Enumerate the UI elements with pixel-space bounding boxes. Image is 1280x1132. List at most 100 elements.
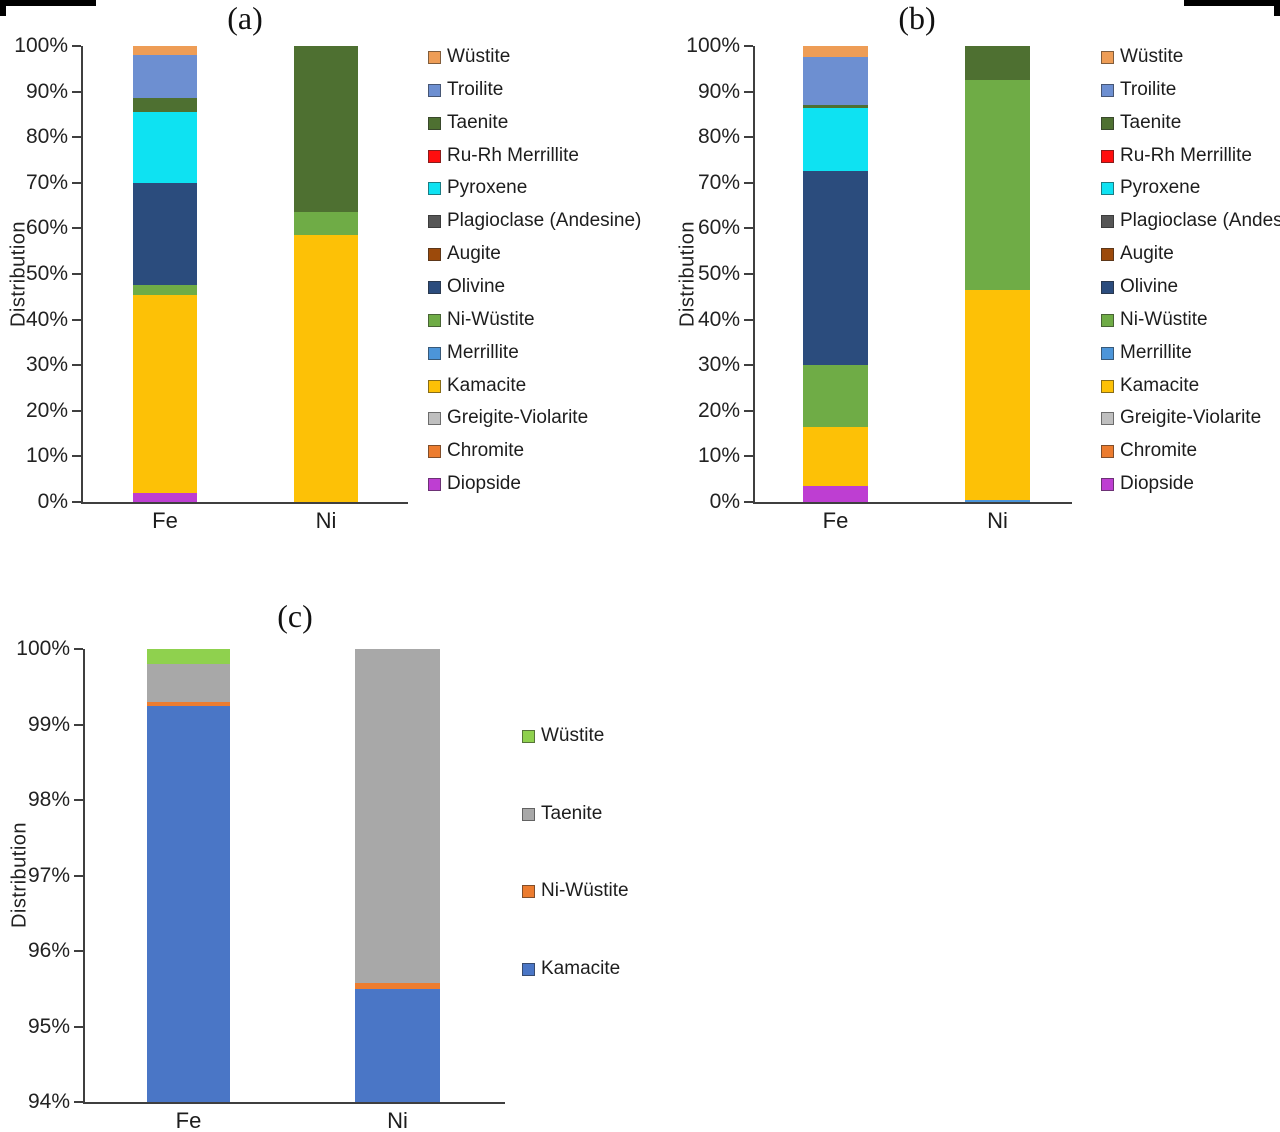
chart-c-legend-label-ni-wustite: Ni-Wüstite [541, 880, 629, 901]
chart-b-legend-label-merrillite: Merrillite [1120, 341, 1192, 363]
chart-b-y-tick-label-50: 50% [697, 262, 740, 285]
chart-b-legend-swatch-plagioclase-andesine [1101, 215, 1114, 229]
chart-a-legend-label-ni-wustite: Ni-Wüstite [447, 308, 535, 330]
chart-b-y-tick-label-30: 30% [697, 353, 740, 377]
chart-b-y-tick-mark-30 [744, 364, 753, 367]
chart-b-legend-label-augite: Augite [1120, 243, 1174, 265]
chart-b-legend-label-ni-wustite: Ni-Wüstite [1120, 308, 1208, 330]
chart-a-legend-label-chromite: Chromite [447, 440, 525, 462]
chart-a-legend-swatch-wustite [428, 51, 441, 64]
chart-a-y-tick-mark-70 [72, 181, 81, 184]
chart-a-y-tick-mark-10 [72, 455, 81, 458]
chart-a-legend-swatch-kamacite [428, 379, 441, 393]
chart-b-fe-segment-diopside [803, 486, 868, 502]
chart-b-legend-label-diopside: Diopside [1120, 473, 1194, 495]
chart-a-y-tick-mark-100 [72, 45, 81, 47]
chart-a-legend-label-plagioclase-andesine: Plagioclase (Andesine) [447, 210, 642, 232]
chart-a-legend-label-merrillite: Merrillite [447, 341, 519, 363]
chart-c-legend-swatch-taenite [522, 807, 535, 821]
chart-b-legend-swatch-troilite [1101, 83, 1114, 97]
chart-c-x-category-label-ni: Ni [387, 1108, 408, 1132]
chart-b-y-tick-mark-70 [744, 181, 753, 184]
chart-a-legend-swatch-augite [428, 248, 441, 262]
chart-a-legend-label-troilite: Troilite [447, 78, 504, 100]
chart-a-legend-swatch-ni-wustite [428, 313, 441, 327]
chart-b-legend-swatch-diopside [1101, 478, 1114, 492]
chart-b-legend-label-wustite: Wüstite [1120, 46, 1184, 67]
chart-c-legend-swatch-ni-wustite [522, 885, 535, 898]
photo-artifact-top-left-h [0, 0, 96, 6]
chart-b-legend-swatch-wustite [1101, 51, 1114, 64]
chart-c-y-tick-mark-100 [74, 648, 83, 650]
chart-a-y-tick-label-50: 50% [25, 262, 68, 285]
chart-a-y-axis-line [81, 46, 83, 504]
chart-b-bar-ni [965, 46, 1030, 502]
chart-a-title: (a) [227, 0, 263, 36]
chart-a-legend-label-augite: Augite [447, 243, 501, 265]
chart-a-legend-label-taenite: Taenite [447, 111, 509, 133]
chart-b-ni-segment-kamacite [965, 289, 1030, 500]
chart-c-y-tick-mark-99 [74, 723, 83, 726]
chart-c-bar-ni [355, 649, 440, 1102]
chart-b-legend-label-chromite: Chromite [1120, 440, 1198, 462]
chart-a-y-tick-label-20: 20% [25, 398, 68, 422]
chart-c-y-tick-mark-95 [74, 1025, 83, 1028]
chart-c-y-axis-line [83, 649, 85, 1104]
chart-a-legend-swatch-plagioclase-andesine [428, 215, 441, 229]
chart-a-y-tick-label-10: 10% [25, 444, 68, 468]
chart-a-fe-segment-troilite [133, 55, 197, 99]
chart-b-legend-label-kamacite: Kamacite [1120, 374, 1200, 396]
chart-b-y-tick-mark-10 [744, 455, 753, 458]
chart-a-x-axis-line [81, 502, 408, 504]
chart-a-legend-label-diopside: Diopside [447, 473, 521, 495]
chart-b-y-tick-label-10: 10% [697, 444, 740, 468]
chart-a-legend-swatch-diopside [428, 478, 441, 492]
chart-c-fe-segment-wustite [147, 649, 230, 665]
chart-a-bar-fe [133, 46, 197, 502]
chart-b-y-tick-mark-80 [744, 136, 753, 139]
chart-a-y-tick-mark-0 [72, 501, 81, 503]
chart-a-ni-segment-kamacite [294, 235, 358, 502]
chart-a-y-tick-label-100: 100% [14, 34, 68, 57]
chart-b-fe-segment-taenite [803, 105, 868, 108]
chart-b-legend-swatch-ru-rh-merrillite [1101, 149, 1114, 163]
chart-a-y-tick-mark-60 [72, 227, 81, 230]
chart-b-y-tick-label-80: 80% [697, 125, 740, 149]
photo-artifact-top-right-h [1184, 0, 1280, 6]
chart-c-y-tick-label-94: 94% [27, 1090, 70, 1113]
chart-a-y-tick-mark-90 [72, 90, 81, 93]
chart-a-x-category-label-fe: Fe [152, 508, 178, 533]
chart-a-fe-segment-olivine [133, 182, 197, 286]
chart-b-y-tick-mark-100 [744, 45, 753, 47]
chart-b-x-axis-line [753, 502, 1072, 504]
chart-b-legend-swatch-merrillite [1101, 346, 1114, 360]
chart-a-legend-swatch-greigite-violarite [428, 412, 441, 426]
chart-a-y-tick-mark-80 [72, 136, 81, 139]
chart-b-y-tick-label-20: 20% [697, 398, 740, 422]
chart-b-legend-label-plagioclase-andesine: Plagioclase (Andesine) [1120, 210, 1280, 232]
chart-b-fe-segment-olivine [803, 171, 868, 366]
chart-b-legend-swatch-ni-wustite [1101, 313, 1114, 327]
chart-a-ni-segment-ni-wustite [294, 212, 358, 236]
chart-a-y-tick-label-90: 90% [25, 79, 68, 103]
chart-b-title: (b) [898, 0, 936, 36]
chart-a-legend-label-wustite: Wüstite [447, 46, 511, 67]
chart-a-legend-label-olivine: Olivine [447, 275, 506, 297]
chart-c-y-tick-label-97: 97% [27, 863, 70, 887]
chart-b-ni-segment-taenite [965, 46, 1030, 81]
chart-a-y-tick-label-30: 30% [25, 353, 68, 377]
chart-b-y-tick-mark-90 [744, 90, 753, 93]
chart-b-fe-segment-wustite [803, 46, 868, 58]
chart-a-legend-label-greigite-violarite: Greigite-Violarite [447, 407, 589, 429]
chart-a-legend-label-kamacite: Kamacite [447, 374, 527, 396]
chart-a-legend-swatch-olivine [428, 280, 441, 294]
chart-b-ni-segment-ni-wustite [965, 80, 1030, 290]
chart-a-legend-swatch-merrillite [428, 346, 441, 360]
chart-a-y-tick-label-60: 60% [25, 216, 68, 240]
photo-artifact-top-left-v [0, 0, 6, 16]
chart-c-y-tick-mark-97 [74, 874, 83, 877]
chart-b-y-tick-label-0: 0% [709, 490, 740, 513]
chart-b-y-tick-mark-50 [744, 273, 753, 275]
chart-b-y-tick-label-70: 70% [697, 170, 740, 194]
